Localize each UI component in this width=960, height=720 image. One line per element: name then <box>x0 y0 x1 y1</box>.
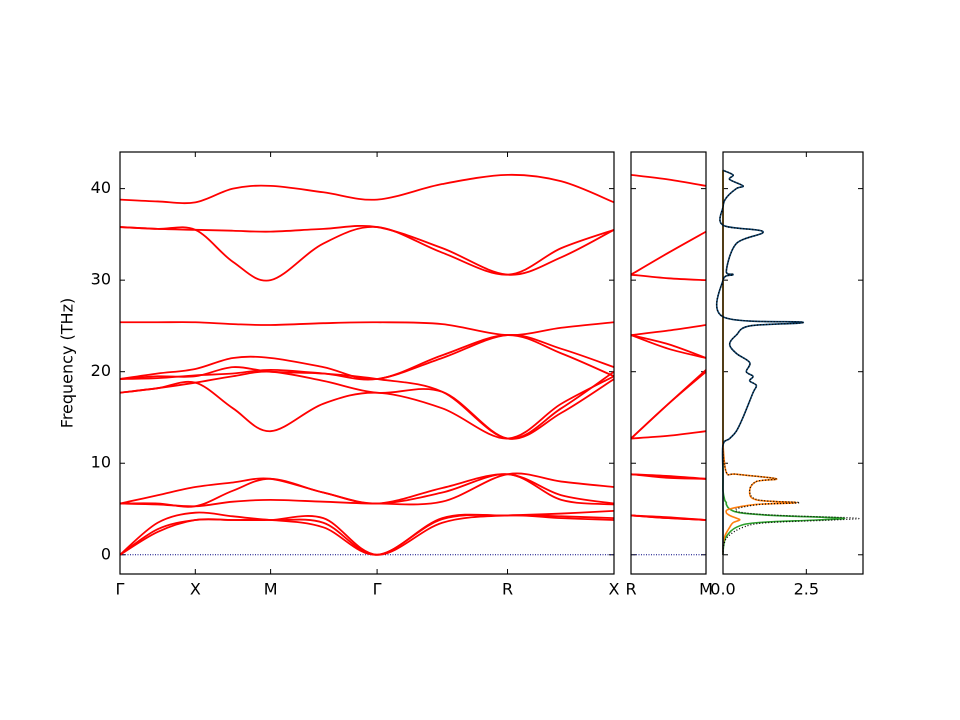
axes-frame <box>722 151 864 575</box>
band-line <box>120 173 614 205</box>
x-tick-label: M <box>699 580 713 599</box>
band-line <box>631 430 706 440</box>
y-tick-label: 10 <box>91 453 111 472</box>
y-tick-label: 20 <box>91 361 111 380</box>
x-tick-label: X <box>609 580 620 599</box>
band-line <box>120 321 614 336</box>
band-line <box>120 473 614 508</box>
band-line <box>631 369 706 440</box>
x-tick-label: Γ <box>373 580 382 599</box>
dos-line <box>715 169 804 555</box>
band-line <box>631 334 706 359</box>
x-tick-label: Γ <box>116 580 125 599</box>
band-line <box>120 375 614 440</box>
x-tick-label: R <box>502 580 513 599</box>
band-line <box>120 334 614 381</box>
axes-frame <box>119 151 615 575</box>
band-line <box>631 230 706 276</box>
band-line <box>120 514 614 556</box>
band-line <box>631 514 706 521</box>
band-line <box>631 173 706 187</box>
band-line <box>631 334 706 359</box>
x-tick-label: R <box>625 580 636 599</box>
band-line <box>120 224 614 276</box>
x-tick-label: X <box>190 580 201 599</box>
band-line <box>631 273 706 282</box>
band-line <box>120 226 614 282</box>
band-line <box>120 514 614 556</box>
x-tick-label: 0.0 <box>710 580 735 599</box>
y-tick-label: 40 <box>91 178 111 197</box>
x-tick-label: M <box>264 580 278 599</box>
band-line <box>120 334 614 381</box>
band-line <box>120 509 614 556</box>
x-tick-label: 2.5 <box>794 580 819 599</box>
band-line <box>631 473 706 480</box>
y-tick-label: 0 <box>101 544 111 563</box>
axes-frame <box>630 151 707 575</box>
y-axis-label: Frequency (THz) <box>58 298 77 428</box>
band-line <box>631 324 706 336</box>
y-tick-label: 30 <box>91 270 111 289</box>
band-line <box>120 472 614 508</box>
